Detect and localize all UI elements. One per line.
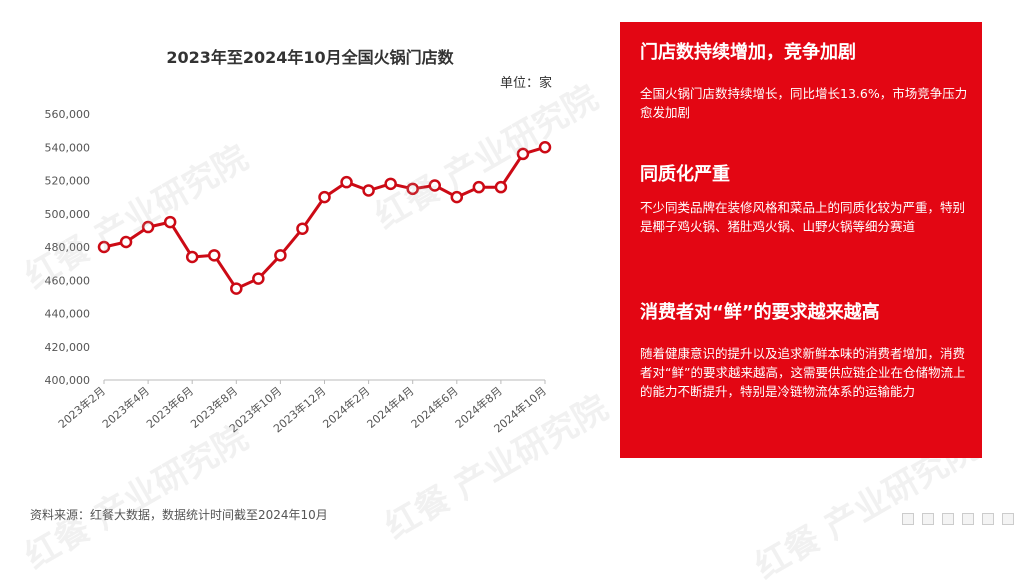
data-point: [472, 180, 486, 194]
x-tick-label: 2023年2月: [55, 384, 108, 431]
y-tick-label: 400,000: [45, 374, 91, 387]
section-title-freshness: 消费者对“鲜”的要求越来越高: [640, 302, 880, 323]
data-point: [97, 240, 111, 254]
data-point: [406, 182, 419, 196]
control-box[interactable]: [1002, 513, 1014, 525]
y-tick-label: 520,000: [45, 175, 91, 188]
section-title-growth: 门店数持续增加，竞争加剧: [640, 42, 856, 63]
data-point: [450, 190, 464, 204]
x-tick-label: 2024年2月: [320, 384, 373, 431]
data-point: [428, 179, 441, 192]
x-tick-label: 2023年4月: [99, 384, 152, 431]
data-point: [141, 220, 155, 234]
control-box[interactable]: [902, 513, 914, 525]
y-tick-label: 480,000: [45, 241, 91, 254]
data-point: [340, 175, 353, 189]
x-axis: 2023年2月2023年4月2023年6月2023年8月2023年10月2023…: [55, 379, 549, 435]
data-point: [516, 147, 530, 161]
y-tick-label: 560,000: [45, 108, 91, 121]
x-tick-label: 2024年6月: [408, 384, 461, 431]
control-box[interactable]: [942, 513, 954, 525]
data-point: [252, 272, 265, 285]
section-body-growth: 全国火锅门店数持续增长，同比增长13.6%，市场竞争压力愈发加剧: [640, 86, 968, 120]
viewer-controls: [902, 513, 1015, 525]
y-axis: 400,000 420,000 440,000 460,000 480,000 500,0…: [45, 108, 91, 387]
data-point: [362, 184, 375, 197]
line-chart: 400,000 420,000 440,000 460,000 480,000 500,0…: [45, 108, 552, 435]
y-tick-label: 540,000: [45, 141, 91, 154]
y-tick-label: 440,000: [45, 308, 91, 321]
control-box[interactable]: [982, 513, 994, 525]
data-point: [208, 249, 221, 262]
data-point: [230, 282, 243, 295]
section-title-homogeneity: 同质化严重: [640, 164, 730, 185]
data-point: [296, 222, 309, 235]
section-body-freshness: 随着健康意识的提升以及追求新鲜本味的消费者增加，消费者对“鲜”的要求越来越高，这…: [640, 346, 966, 399]
y-tick-label: 420,000: [45, 341, 91, 354]
x-tick-label: 2023年6月: [143, 384, 196, 431]
control-box[interactable]: [962, 513, 974, 525]
data-point: [119, 235, 133, 249]
y-tick-label: 460,000: [45, 274, 91, 287]
data-point: [318, 190, 331, 204]
x-tick-label: 2024年4月: [364, 384, 417, 431]
source-note: 资料来源：红餐大数据，数据统计时间截至2024年10月: [30, 508, 328, 522]
insight-panel: 门店数持续增加，竞争加剧 全国火锅门店数持续增长，同比增长13.6%，市场竞争压…: [620, 22, 982, 458]
data-point: [384, 177, 397, 191]
data-point: [538, 141, 552, 154]
series: [97, 141, 552, 295]
unit-label: 单位：家: [500, 76, 553, 91]
control-box[interactable]: [922, 513, 934, 525]
data-point: [274, 249, 287, 262]
chart-title: 2023年至2024年10月全国火锅门店数: [166, 48, 454, 67]
y-tick-label: 500,000: [45, 208, 91, 221]
data-point: [185, 250, 199, 264]
data-point: [163, 215, 177, 229]
section-body-homogeneity: 不少同类品牌在装修风格和菜品上的同质化较为严重，特别是椰子鸡火锅、猪肚鸡火锅、山…: [640, 200, 966, 234]
data-point: [494, 180, 508, 194]
